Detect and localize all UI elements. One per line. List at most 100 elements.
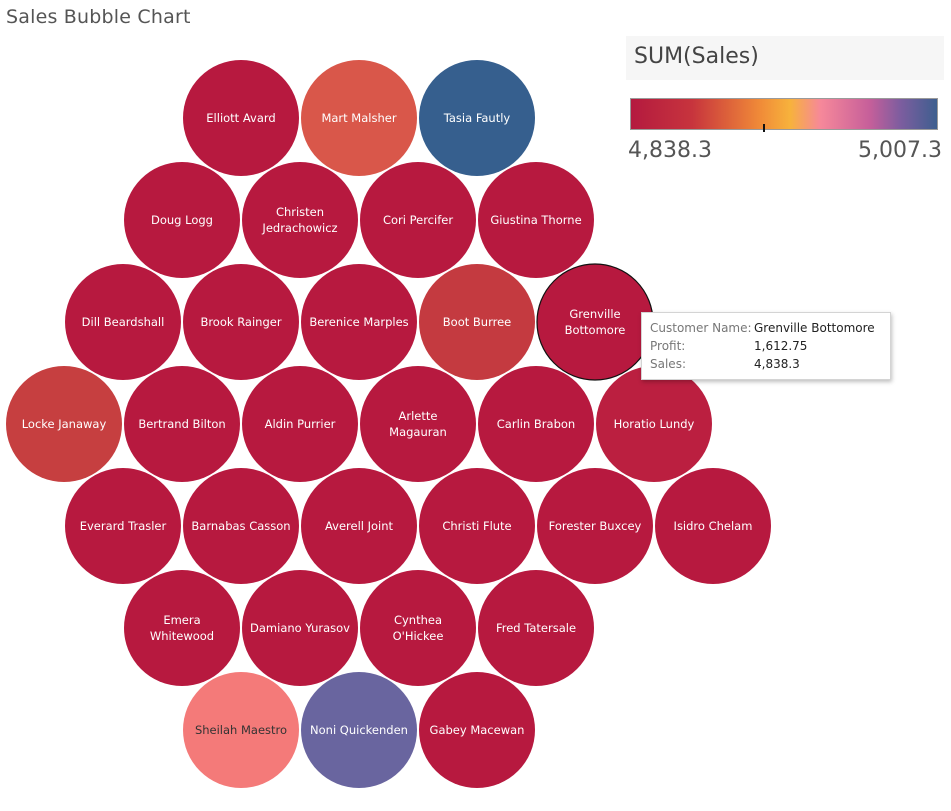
bubble-barnabas-casson[interactable]: Barnabas Casson <box>183 468 299 584</box>
bubble-everard-trasler[interactable]: Everard Trasler <box>65 468 181 584</box>
bubble-damiano-yurasov[interactable]: Damiano Yurasov <box>242 570 358 686</box>
bubble-label: Noni Quickenden <box>310 723 408 737</box>
tooltip-value: Grenville Bottomore <box>754 321 875 335</box>
bubble-circle[interactable] <box>360 162 476 278</box>
bubble-circle[interactable] <box>537 468 653 584</box>
bubble-circle[interactable] <box>301 264 417 380</box>
bubble-christen-jedrachowicz[interactable]: Christen Jedrachowicz <box>242 162 358 278</box>
chart-title: Sales Bubble Chart <box>6 6 191 28</box>
bubble-circle[interactable] <box>360 366 476 482</box>
bubble-cynthea-o-hickee[interactable]: Cynthea O'Hickee <box>360 570 476 686</box>
tooltip-key: Sales: <box>650 357 686 371</box>
bubble-circle[interactable] <box>6 366 122 482</box>
bubble-cori-percifer[interactable]: Cori Percifer <box>360 162 476 278</box>
legend-marker <box>763 124 766 132</box>
bubble-brook-rainger[interactable]: Brook Rainger <box>183 264 299 380</box>
legend-min-label: 4,838.3 <box>628 138 712 163</box>
bubble-circle[interactable] <box>419 264 535 380</box>
bubble-label: Aldin Purrier <box>265 417 336 431</box>
tooltip-row-sales: Sales: 4,838.3 <box>650 357 800 373</box>
bubble-berenice-marples[interactable]: Berenice Marples <box>301 264 417 380</box>
bubble-label: Everard Trasler <box>80 519 167 533</box>
bubble-label: Mart Malsher <box>321 111 396 125</box>
bubble-label: Giustina Thorne <box>490 213 581 227</box>
bubble-carlin-brabon[interactable]: Carlin Brabon <box>478 366 594 482</box>
bubble-label: Emera Whitewood <box>150 613 214 643</box>
bubble-circle[interactable] <box>536 263 654 381</box>
bubble-grenville-bottomore[interactable]: Grenville Bottomore <box>536 263 654 381</box>
bubble-forester-buxcey[interactable]: Forester Buxcey <box>537 468 653 584</box>
bubble-label: Barnabas Casson <box>191 519 290 533</box>
bubble-circle[interactable] <box>419 60 535 176</box>
bubble-circle[interactable] <box>65 468 181 584</box>
bubble-circle[interactable] <box>301 672 417 788</box>
bubble-circle[interactable] <box>183 60 299 176</box>
bubble-label: Bertrand Bilton <box>138 417 225 431</box>
bubble-label: Locke Janaway <box>22 417 107 431</box>
bubble-christi-flute[interactable]: Christi Flute <box>419 468 535 584</box>
bubble-label: Horatio Lundy <box>614 417 695 431</box>
color-legend: SUM(Sales) 4,838.3 5,007.3 <box>626 36 944 170</box>
bubble-circle[interactable] <box>124 162 240 278</box>
bubble-mart-malsher[interactable]: Mart Malsher <box>301 60 417 176</box>
bubble-gabey-macewan[interactable]: Gabey Macewan <box>419 672 535 788</box>
bubble-emera-whitewood[interactable]: Emera Whitewood <box>124 570 240 686</box>
bubble-label: Grenville Bottomore <box>565 307 626 337</box>
bubble-label: Sheilah Maestro <box>195 723 287 737</box>
bubble-locke-janaway[interactable]: Locke Janaway <box>6 366 122 482</box>
bubble-circle[interactable] <box>124 570 240 686</box>
bubble-fred-tatersale[interactable]: Fred Tatersale <box>478 570 594 686</box>
bubble-bertrand-bilton[interactable]: Bertrand Bilton <box>124 366 240 482</box>
bubble-circle[interactable] <box>478 162 594 278</box>
bubble-boot-burree[interactable]: Boot Burree <box>419 264 535 380</box>
tooltip-key: Customer Name: <box>650 321 752 335</box>
bubble-circle[interactable] <box>183 672 299 788</box>
legend-title: SUM(Sales) <box>634 44 759 69</box>
bubble-aldin-purrier[interactable]: Aldin Purrier <box>242 366 358 482</box>
bubble-circle[interactable] <box>65 264 181 380</box>
bubble-label: Berenice Marples <box>309 315 408 329</box>
bubble-circle[interactable] <box>242 570 358 686</box>
tooltip-row-customer: Customer Name: Grenville Bottomore <box>650 321 875 337</box>
bubble-circle[interactable] <box>242 162 358 278</box>
bubble-isidro-chelam[interactable]: Isidro Chelam <box>655 468 771 584</box>
bubble-averell-joint[interactable]: Averell Joint <box>301 468 417 584</box>
bubble-circle[interactable] <box>596 366 712 482</box>
bubble-tasia-fautly[interactable]: Tasia Fautly <box>419 60 535 176</box>
bubble-horatio-lundy[interactable]: Horatio Lundy <box>596 366 712 482</box>
tooltip: Customer Name: Grenville Bottomore Profit… <box>641 312 891 380</box>
bubble-label: Dill Beardshall <box>82 315 165 329</box>
bubble-arlette-magauran[interactable]: Arlette Magauran <box>360 366 476 482</box>
bubble-label: Gabey Macewan <box>430 723 525 737</box>
bubble-noni-quickenden[interactable]: Noni Quickenden <box>301 672 417 788</box>
bubble-label: Arlette Magauran <box>389 409 447 439</box>
legend-max-label: 5,007.3 <box>858 138 942 163</box>
bubble-dill-beardshall[interactable]: Dill Beardshall <box>65 264 181 380</box>
bubble-circle[interactable] <box>183 468 299 584</box>
bubble-label: Cynthea O'Hickee <box>393 613 444 643</box>
bubble-circle[interactable] <box>478 570 594 686</box>
bubble-circle[interactable] <box>360 570 476 686</box>
tooltip-row-profit: Profit: 1,612.75 <box>650 339 807 355</box>
bubble-elliott-avard[interactable]: Elliott Avard <box>183 60 299 176</box>
bubble-label: Christen Jedrachowicz <box>261 205 337 235</box>
bubble-sheilah-maestro[interactable]: Sheilah Maestro <box>183 672 299 788</box>
bubble-doug-logg[interactable]: Doug Logg <box>124 162 240 278</box>
bubble-circle[interactable] <box>301 60 417 176</box>
bubble-circle[interactable] <box>124 366 240 482</box>
bubble-circle[interactable] <box>183 264 299 380</box>
bubble-circle[interactable] <box>478 366 594 482</box>
bubble-circle[interactable] <box>419 468 535 584</box>
bubble-label: Boot Burree <box>443 315 511 329</box>
bubble-label: Carlin Brabon <box>497 417 575 431</box>
bubble-label: Christi Flute <box>442 519 511 533</box>
tooltip-value: 4,838.3 <box>754 357 800 371</box>
bubble-circle[interactable] <box>301 468 417 584</box>
bubble-giustina-thorne[interactable]: Giustina Thorne <box>478 162 594 278</box>
bubble-label: Doug Logg <box>151 213 213 227</box>
bubble-circle[interactable] <box>655 468 771 584</box>
bubble-circle[interactable] <box>419 672 535 788</box>
bubble-circle[interactable] <box>242 366 358 482</box>
bubble-label: Cori Percifer <box>383 213 453 227</box>
